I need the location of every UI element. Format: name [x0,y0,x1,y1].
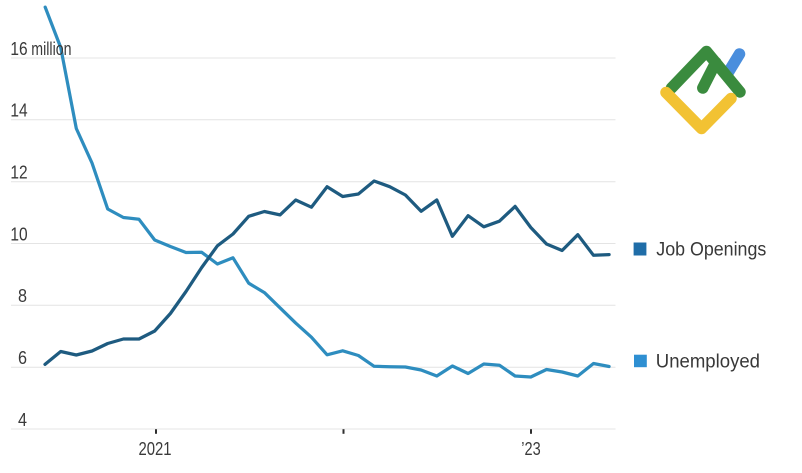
svg-text:2021: 2021 [139,439,172,459]
svg-text:12: 12 [10,163,27,183]
svg-text:10: 10 [10,224,27,244]
svg-text:8: 8 [18,286,27,306]
svg-text:14: 14 [10,101,27,121]
svg-text:million: million [31,39,71,59]
svg-text:Unemployed: Unemployed [656,351,760,373]
svg-text:6: 6 [18,348,27,368]
svg-text:’23: ’23 [521,439,540,459]
svg-text:Job Openings: Job Openings [656,238,766,260]
svg-text:16: 16 [10,39,27,59]
svg-text:4: 4 [18,410,27,430]
